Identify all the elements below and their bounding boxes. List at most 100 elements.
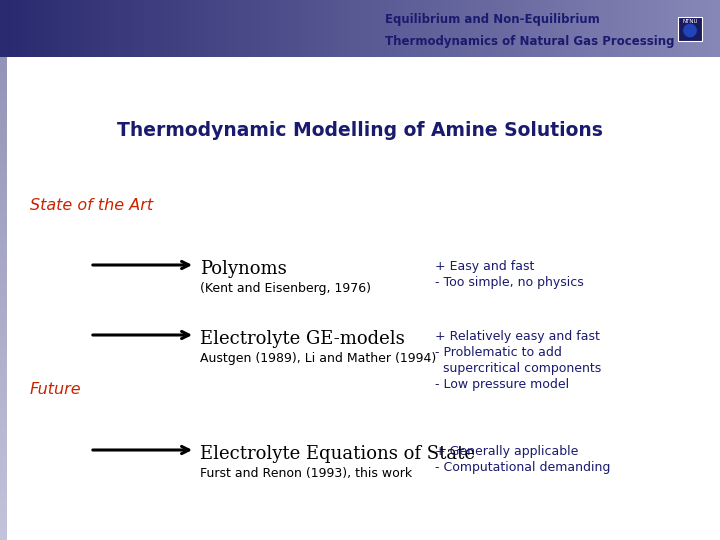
Polygon shape	[230, 0, 238, 57]
Polygon shape	[0, 235, 7, 240]
Polygon shape	[418, 0, 425, 57]
Polygon shape	[324, 0, 331, 57]
Polygon shape	[252, 0, 259, 57]
Polygon shape	[7, 0, 14, 57]
Text: Electrolyte Equations of State: Electrolyte Equations of State	[200, 445, 475, 463]
Polygon shape	[432, 0, 439, 57]
Polygon shape	[0, 361, 7, 366]
Polygon shape	[396, 0, 403, 57]
Polygon shape	[0, 381, 7, 386]
Polygon shape	[0, 352, 7, 356]
Polygon shape	[0, 226, 7, 231]
Polygon shape	[0, 530, 7, 535]
Polygon shape	[518, 0, 526, 57]
Polygon shape	[0, 125, 7, 130]
Polygon shape	[0, 294, 7, 299]
Polygon shape	[0, 130, 7, 134]
Polygon shape	[0, 115, 7, 120]
Polygon shape	[367, 0, 374, 57]
Polygon shape	[94, 0, 101, 57]
Polygon shape	[598, 0, 605, 57]
Polygon shape	[0, 429, 7, 434]
Text: - Computational demanding: - Computational demanding	[435, 461, 611, 474]
Polygon shape	[490, 0, 497, 57]
Text: Austgen (1989), Li and Mather (1994): Austgen (1989), Li and Mather (1994)	[200, 352, 436, 365]
Polygon shape	[0, 535, 7, 540]
Polygon shape	[482, 0, 490, 57]
Polygon shape	[166, 0, 173, 57]
Polygon shape	[223, 0, 230, 57]
Polygon shape	[0, 187, 7, 192]
Polygon shape	[382, 0, 389, 57]
Polygon shape	[0, 337, 7, 342]
Polygon shape	[281, 0, 288, 57]
Polygon shape	[144, 0, 151, 57]
Polygon shape	[533, 0, 540, 57]
Text: Furst and Renon (1993), this work: Furst and Renon (1993), this work	[200, 467, 412, 480]
Polygon shape	[0, 289, 7, 294]
Polygon shape	[245, 0, 252, 57]
Polygon shape	[0, 207, 7, 212]
Polygon shape	[0, 134, 7, 139]
Polygon shape	[706, 0, 713, 57]
Polygon shape	[0, 453, 7, 458]
Polygon shape	[187, 0, 194, 57]
Polygon shape	[0, 448, 7, 453]
Polygon shape	[0, 183, 7, 187]
Polygon shape	[0, 0, 7, 57]
Polygon shape	[0, 178, 7, 183]
Polygon shape	[0, 390, 7, 395]
Polygon shape	[259, 0, 266, 57]
Polygon shape	[410, 0, 418, 57]
Polygon shape	[511, 0, 518, 57]
Text: - Problematic to add: - Problematic to add	[435, 346, 562, 359]
Polygon shape	[0, 269, 7, 274]
Text: - Too simple, no physics: - Too simple, no physics	[435, 276, 584, 289]
Polygon shape	[0, 260, 7, 265]
Polygon shape	[0, 279, 7, 284]
Polygon shape	[0, 323, 7, 327]
Polygon shape	[0, 458, 7, 463]
Polygon shape	[0, 386, 7, 390]
Polygon shape	[0, 221, 7, 226]
Polygon shape	[0, 468, 7, 472]
Polygon shape	[43, 0, 50, 57]
Polygon shape	[0, 347, 7, 352]
Polygon shape	[0, 327, 7, 332]
Polygon shape	[576, 0, 583, 57]
Polygon shape	[691, 0, 698, 57]
Polygon shape	[0, 405, 7, 409]
Polygon shape	[0, 274, 7, 279]
Polygon shape	[0, 477, 7, 482]
Polygon shape	[0, 487, 7, 492]
Polygon shape	[698, 0, 706, 57]
Polygon shape	[389, 0, 396, 57]
Text: supercritical components: supercritical components	[435, 362, 601, 375]
Polygon shape	[569, 0, 576, 57]
Text: State of the Art: State of the Art	[30, 198, 153, 213]
Polygon shape	[0, 308, 7, 313]
Polygon shape	[619, 0, 626, 57]
Polygon shape	[0, 511, 7, 516]
Polygon shape	[0, 299, 7, 303]
Polygon shape	[0, 472, 7, 477]
Polygon shape	[238, 0, 245, 57]
Polygon shape	[0, 163, 7, 168]
Polygon shape	[331, 0, 338, 57]
Polygon shape	[0, 212, 7, 217]
Polygon shape	[122, 0, 130, 57]
Polygon shape	[0, 173, 7, 178]
Polygon shape	[540, 0, 547, 57]
Text: Polynoms: Polynoms	[200, 260, 287, 278]
Polygon shape	[0, 419, 7, 424]
Polygon shape	[439, 0, 446, 57]
Polygon shape	[648, 0, 655, 57]
Polygon shape	[36, 0, 43, 57]
Polygon shape	[454, 0, 461, 57]
Polygon shape	[0, 366, 7, 371]
Polygon shape	[0, 192, 7, 197]
Polygon shape	[353, 0, 360, 57]
Polygon shape	[0, 463, 7, 468]
Polygon shape	[0, 521, 7, 525]
Polygon shape	[22, 0, 29, 57]
